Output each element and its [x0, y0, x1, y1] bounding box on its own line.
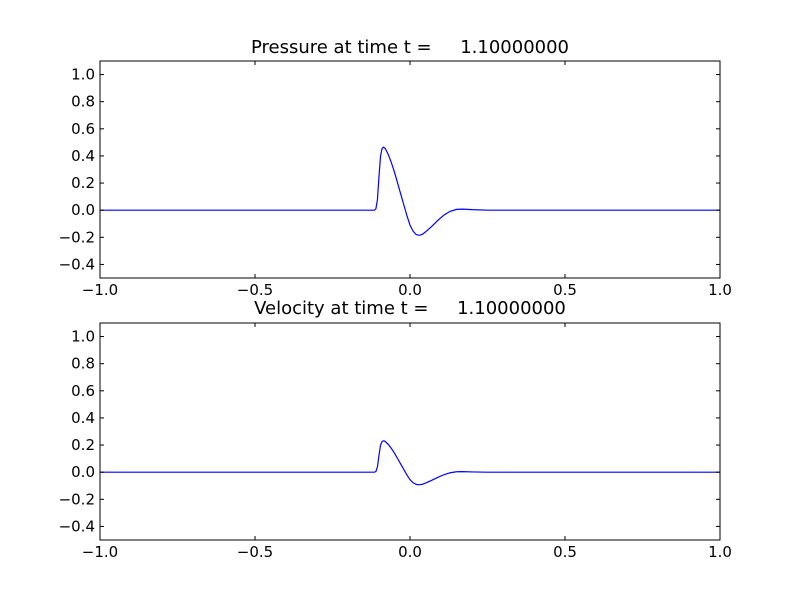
y-tick-label: 0.8	[71, 355, 95, 373]
x-tick-label: 0.5	[553, 281, 577, 299]
series-line	[100, 440, 720, 486]
y-tick-label: 0.0	[71, 201, 95, 219]
x-tick-label: −0.5	[237, 281, 273, 299]
x-tick-label: 0.5	[553, 543, 577, 561]
x-tick-label: 1.0	[708, 281, 732, 299]
x-tick-label: −0.5	[237, 543, 273, 561]
axes-frame	[99, 60, 721, 279]
y-tick-label: 0.2	[71, 174, 95, 192]
y-tick-label: −0.4	[59, 517, 95, 535]
series-line	[100, 146, 720, 236]
y-tick-label: 0.6	[71, 120, 95, 138]
velocity-subplot: Velocity at time t = 1.10000000 −1.0 −0.5…	[59, 298, 732, 561]
x-tick-label: −1.0	[82, 543, 118, 561]
y-tick-label: 0.4	[71, 409, 95, 427]
pressure-title: Pressure at time t = 1.10000000	[251, 37, 569, 58]
y-tick-label: 1.0	[71, 328, 95, 346]
y-tick-label: 0.6	[71, 382, 95, 400]
y-tick-label: 0.8	[71, 93, 95, 111]
axes-frame	[99, 322, 721, 541]
x-tick-label: −1.0	[82, 281, 118, 299]
x-tick-label: 1.0	[708, 543, 732, 561]
y-tick-label: 1.0	[71, 66, 95, 84]
y-tick-label: 0.0	[71, 463, 95, 481]
x-tick-label: 0.0	[398, 543, 422, 561]
y-tick-label: −0.4	[59, 255, 95, 273]
y-tick-label: −0.2	[59, 490, 95, 508]
x-tick-label: 0.0	[398, 281, 422, 299]
pressure-subplot: Pressure at time t = 1.10000000 −1.0 −0.5…	[59, 37, 732, 299]
velocity-title: Velocity at time t = 1.10000000	[254, 298, 566, 319]
y-tick-label: 0.2	[71, 436, 95, 454]
y-tick-label: −0.2	[59, 228, 95, 246]
y-tick-label: 0.4	[71, 147, 95, 165]
